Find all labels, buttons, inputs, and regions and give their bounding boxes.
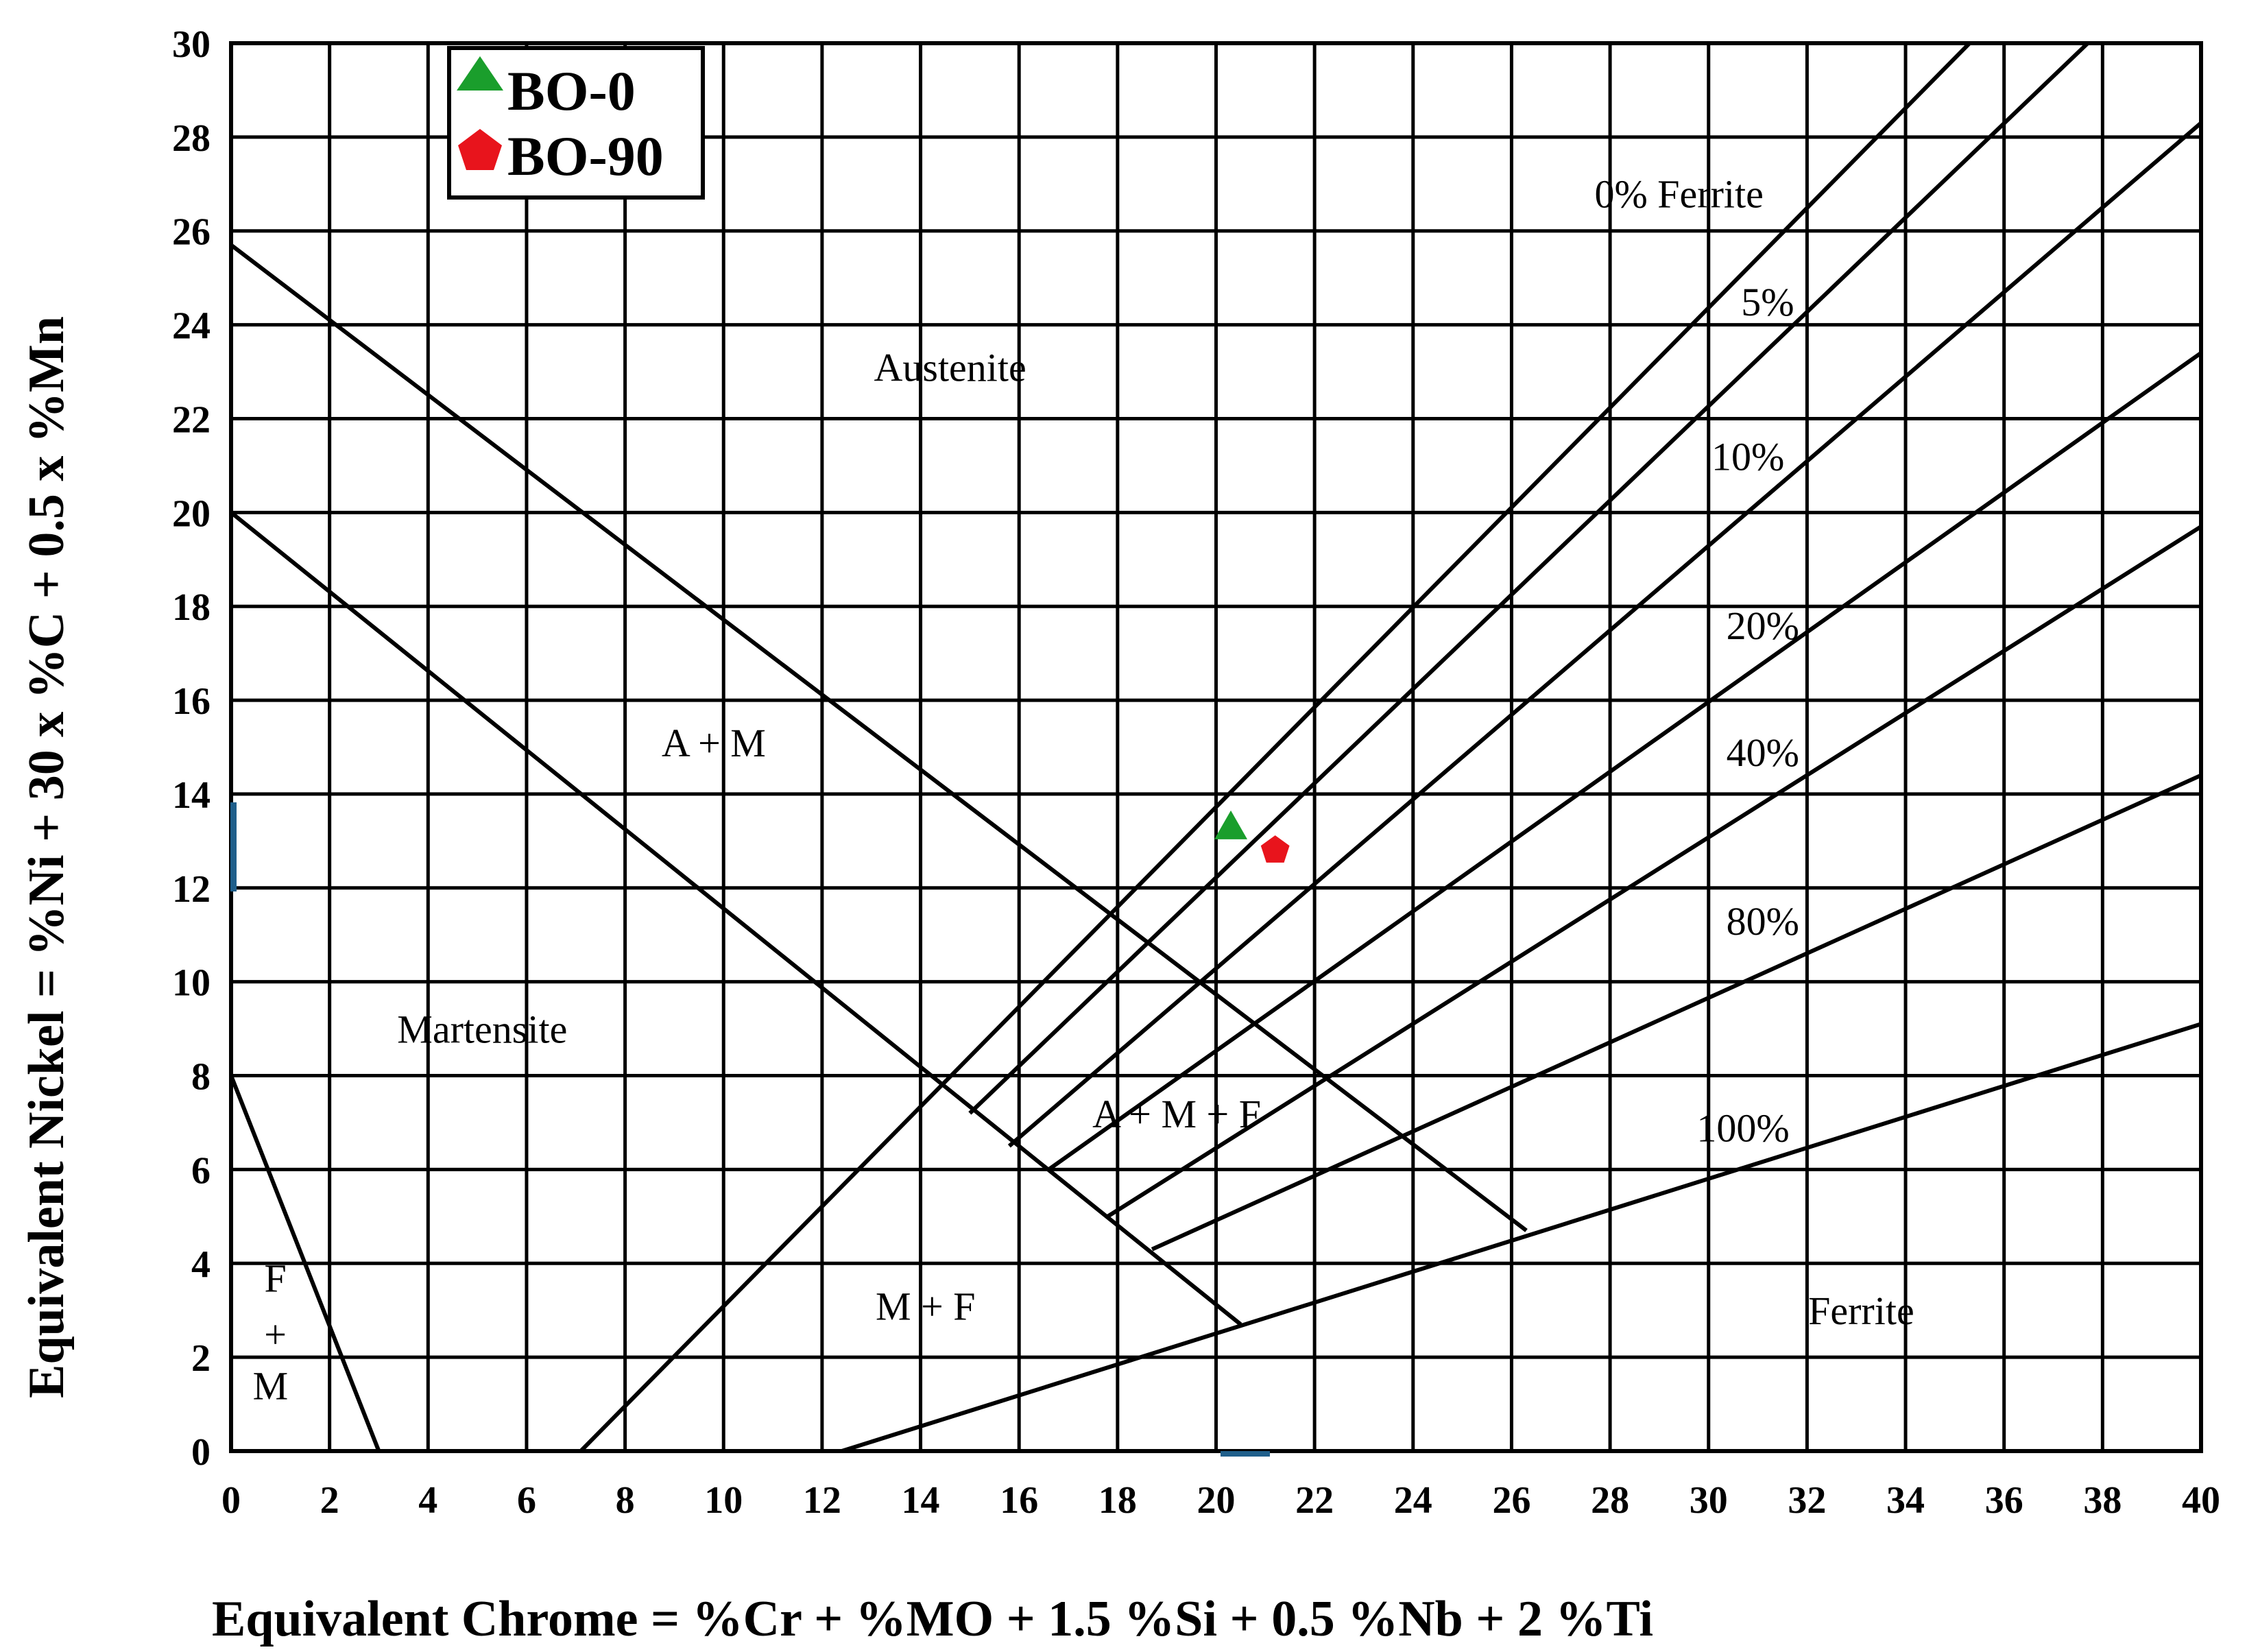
boundary-f-plus-m — [229, 1075, 381, 1452]
y-tick-label: 16 — [172, 680, 211, 723]
legend-label-bo-0: BO-0 — [507, 60, 636, 122]
boundary-ferrite-0pct — [579, 41, 1971, 1453]
phase-boundary-layer — [229, 41, 2202, 1453]
region-label: M + F — [876, 1284, 976, 1328]
x-tick-label: 4 — [418, 1479, 437, 1522]
x-tick-label: 22 — [1295, 1479, 1334, 1522]
plot-frame — [229, 41, 2203, 1453]
y-tick-label: 14 — [172, 774, 211, 817]
region-label: 5% — [1741, 280, 1794, 324]
boundary-ferrite-80pct — [1151, 773, 2202, 1252]
data-marker-layer — [1214, 810, 1290, 863]
x-tick-label: 38 — [2083, 1479, 2122, 1522]
grid-layer — [229, 41, 2203, 1453]
region-label: A + M — [662, 721, 766, 765]
legend-label-bo-90: BO-90 — [507, 125, 664, 187]
stray-mark-left — [230, 802, 237, 891]
y-tick-label: 28 — [172, 117, 211, 160]
tick-label-layer: 0 2 4 6 8 10 12 14 16 18 20 22 24 26 28 30 32 34 36 38 40024… — [172, 23, 2220, 1522]
y-tick-label: 6 — [191, 1149, 211, 1192]
x-tick-label: 14 — [902, 1479, 940, 1522]
region-label: Martensite — [397, 1007, 567, 1052]
x-tick-label: 26 — [1492, 1479, 1530, 1522]
region-label: A + M + F — [1092, 1092, 1261, 1136]
x-tick-label: 32 — [1788, 1479, 1826, 1522]
data-point-bo-90 — [1260, 835, 1290, 863]
boundary-ferrite-5pct — [968, 41, 2089, 1115]
boundary-ferrite-10pct — [1007, 121, 2202, 1148]
legend-triangle-icon — [457, 56, 503, 91]
boundary-martensite-lower — [230, 510, 1242, 1326]
y-tick-label: 22 — [172, 398, 211, 441]
x-tick-label: 18 — [1098, 1479, 1137, 1522]
y-tick-label: 4 — [191, 1243, 211, 1286]
annotation-layer: 0% Ferrite 5% 10% 20% 40% 80% 100% Austenite A +… — [253, 172, 1914, 1409]
y-tick-label: 10 — [172, 962, 211, 1005]
region-label: Austenite — [874, 346, 1026, 390]
stray-mark-bottom — [1221, 1451, 1270, 1457]
x-tick-label: 0 — [221, 1479, 241, 1522]
boundary-ferrite-20pct — [1047, 351, 2202, 1171]
region-label: 80% — [1727, 899, 1799, 944]
x-tick-label: 12 — [803, 1479, 841, 1522]
legend: BO-0 BO-90 — [447, 46, 705, 200]
legend-box — [447, 46, 705, 200]
x-tick-label: 30 — [1690, 1479, 1728, 1522]
region-label: 100% — [1696, 1105, 1789, 1150]
x-tick-label: 34 — [1886, 1479, 1925, 1522]
y-tick-label: 24 — [172, 305, 211, 348]
y-tick-label: 20 — [172, 492, 211, 535]
region-label: Ferrite — [1808, 1289, 1914, 1333]
boundary-ferrite-lower — [841, 1022, 2202, 1453]
y-tick-label: 30 — [172, 23, 211, 66]
region-label: 10% — [1711, 435, 1784, 479]
y-tick-label: 8 — [191, 1056, 211, 1099]
x-tick-label: 6 — [517, 1479, 536, 1522]
region-label: + — [264, 1312, 287, 1356]
x-axis-title: Equivalent Chrome = %Cr + %MO + 1.5 %Si … — [212, 1591, 1653, 1647]
x-tick-label: 10 — [704, 1479, 743, 1522]
region-label: F — [265, 1256, 287, 1300]
y-tick-label: 12 — [172, 868, 211, 911]
x-tick-label: 40 — [2182, 1479, 2220, 1522]
y-tick-label: 2 — [191, 1337, 211, 1380]
data-point-bo-0 — [1214, 810, 1248, 839]
y-tick-label: 26 — [172, 211, 211, 254]
x-tick-label: 24 — [1394, 1479, 1432, 1522]
x-tick-label: 2 — [320, 1479, 339, 1522]
y-tick-label: 18 — [172, 586, 211, 629]
y-tick-label: 0 — [191, 1431, 211, 1474]
x-tick-label: 28 — [1591, 1479, 1629, 1522]
boundary-ferrite-40pct — [1106, 525, 2202, 1219]
boundary-martensite-upper — [230, 243, 1528, 1232]
x-tick-label: 8 — [616, 1479, 635, 1522]
region-label: 20% — [1727, 603, 1799, 648]
legend-pentagon-icon — [458, 129, 502, 170]
region-label: M — [253, 1364, 289, 1409]
x-tick-label: 36 — [1985, 1479, 2023, 1522]
region-label: 0% Ferrite — [1594, 172, 1763, 217]
region-label: 40% — [1727, 730, 1799, 775]
x-tick-label: 20 — [1197, 1479, 1236, 1522]
y-axis-title: Equivalent Nickel = %Ni + 30 x %C + 0.5 … — [19, 316, 75, 1398]
x-tick-label: 16 — [1000, 1479, 1038, 1522]
